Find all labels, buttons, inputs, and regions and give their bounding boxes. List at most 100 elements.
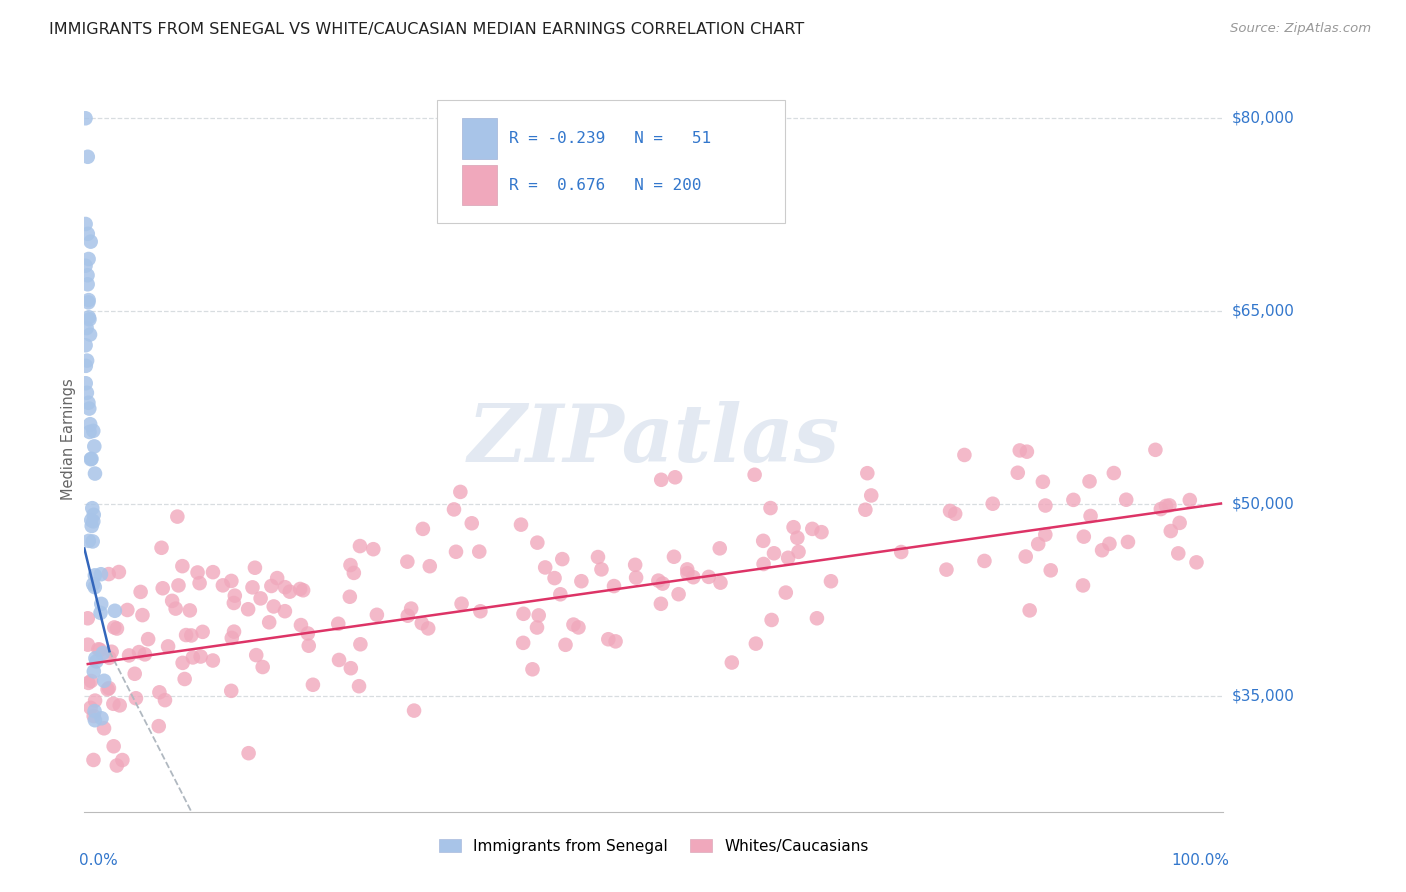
Point bbox=[543, 571, 565, 585]
FancyBboxPatch shape bbox=[463, 119, 496, 159]
Point bbox=[242, 580, 264, 594]
Point bbox=[221, 574, 243, 588]
Point bbox=[201, 653, 224, 667]
Point bbox=[83, 709, 105, 723]
Point bbox=[752, 533, 775, 548]
Point bbox=[709, 575, 731, 590]
Point bbox=[266, 571, 288, 585]
Point bbox=[76, 321, 98, 335]
Point bbox=[90, 711, 112, 725]
Point bbox=[90, 606, 112, 620]
Point bbox=[1185, 555, 1208, 569]
Legend: Immigrants from Senegal, Whites/Caucasians: Immigrants from Senegal, Whites/Caucasia… bbox=[433, 832, 875, 860]
Point bbox=[598, 632, 620, 647]
Point bbox=[97, 681, 120, 695]
Point bbox=[1091, 543, 1114, 558]
Point bbox=[1015, 549, 1038, 564]
Point bbox=[108, 698, 131, 713]
Point bbox=[512, 636, 534, 650]
Point bbox=[810, 525, 832, 540]
Point bbox=[396, 608, 419, 623]
Point bbox=[84, 467, 107, 481]
Point bbox=[328, 653, 350, 667]
Point bbox=[257, 615, 280, 630]
Point bbox=[744, 467, 766, 482]
Point bbox=[349, 539, 371, 553]
Point bbox=[444, 545, 467, 559]
Point bbox=[179, 603, 201, 617]
Point bbox=[82, 534, 104, 549]
Point bbox=[782, 520, 804, 534]
Point bbox=[935, 563, 957, 577]
Point bbox=[75, 259, 97, 273]
Point bbox=[131, 608, 153, 623]
Point bbox=[77, 533, 100, 548]
Point bbox=[664, 470, 686, 484]
Point bbox=[412, 522, 434, 536]
Point bbox=[76, 638, 98, 652]
Point bbox=[148, 719, 170, 733]
Point bbox=[624, 558, 647, 572]
Point bbox=[1159, 499, 1181, 513]
Point bbox=[778, 550, 800, 565]
Point bbox=[761, 613, 783, 627]
Point bbox=[1032, 475, 1054, 489]
Point bbox=[83, 704, 105, 718]
Point bbox=[93, 721, 115, 735]
Point bbox=[83, 508, 105, 522]
Point bbox=[1007, 466, 1029, 480]
Point bbox=[450, 597, 472, 611]
Point bbox=[79, 417, 101, 432]
Point bbox=[605, 634, 627, 648]
Point bbox=[274, 580, 297, 594]
Point bbox=[288, 582, 311, 596]
Point bbox=[181, 650, 204, 665]
Point bbox=[249, 591, 271, 606]
Point bbox=[1008, 443, 1031, 458]
Point bbox=[238, 746, 260, 760]
Point bbox=[752, 557, 775, 571]
Point bbox=[349, 637, 371, 651]
Point bbox=[676, 566, 699, 581]
Point bbox=[76, 268, 98, 283]
Point bbox=[76, 353, 98, 368]
Point bbox=[973, 554, 995, 568]
Point bbox=[104, 604, 127, 618]
Point bbox=[83, 665, 105, 679]
Point bbox=[366, 607, 388, 622]
Point bbox=[651, 576, 673, 591]
Point bbox=[510, 517, 533, 532]
Point bbox=[647, 574, 669, 588]
Point bbox=[527, 608, 550, 623]
Point bbox=[786, 531, 808, 545]
Point bbox=[100, 645, 122, 659]
Point bbox=[1035, 499, 1057, 513]
Point bbox=[79, 425, 101, 439]
Point bbox=[83, 439, 105, 453]
Point bbox=[75, 359, 97, 373]
Point bbox=[82, 515, 104, 529]
Point bbox=[339, 558, 361, 572]
Point bbox=[347, 679, 370, 693]
Point bbox=[224, 589, 246, 603]
Point bbox=[1071, 578, 1094, 592]
Point bbox=[1015, 444, 1038, 458]
Point bbox=[134, 648, 156, 662]
Point bbox=[222, 624, 245, 639]
Point bbox=[278, 584, 301, 599]
Point bbox=[187, 566, 209, 580]
Point bbox=[77, 310, 100, 325]
Point bbox=[152, 581, 174, 595]
Point bbox=[80, 452, 103, 467]
Point bbox=[302, 678, 325, 692]
Text: $50,000: $50,000 bbox=[1232, 496, 1295, 511]
Point bbox=[77, 676, 100, 690]
Point bbox=[125, 691, 148, 706]
FancyBboxPatch shape bbox=[437, 101, 785, 223]
Point bbox=[91, 646, 114, 660]
Point bbox=[402, 704, 425, 718]
Point bbox=[76, 385, 98, 400]
Point bbox=[468, 544, 491, 558]
Point bbox=[75, 217, 97, 231]
Point bbox=[526, 621, 548, 635]
